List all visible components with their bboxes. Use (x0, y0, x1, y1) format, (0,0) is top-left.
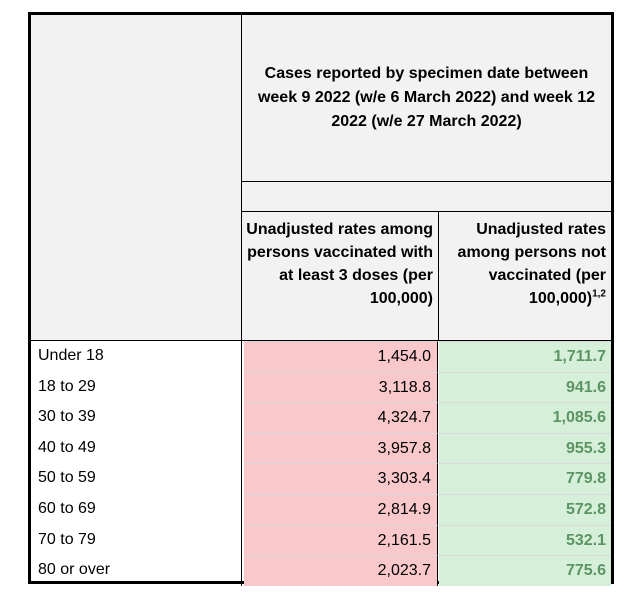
vaccinated-rate-cell: 2,161.5 (244, 524, 438, 556)
age-group-cell: 70 to 79 (31, 524, 242, 556)
column-header-not-vaccinated: Unadjusted rates among persons not vacci… (439, 212, 611, 340)
age-group-cell: 80 or over (31, 555, 242, 586)
table-title: Cases reported by specimen date between … (257, 65, 596, 130)
header-spacer-cell (242, 182, 611, 212)
vaccinated-rate-cell: 1,454.0 (244, 341, 438, 372)
rates-table: Cases reported by specimen date between … (28, 12, 614, 586)
table-row: 80 or over 2,023.7 775.6 (31, 555, 611, 586)
table-row: 50 to 59 3,303.4 779.8 (31, 463, 611, 494)
column-header-vaccinated: Unadjusted rates among persons vaccinate… (242, 212, 439, 340)
not-vaccinated-rate-cell: 532.1 (439, 524, 611, 556)
vaccinated-rate-cell: 2,023.7 (244, 555, 438, 586)
column-header-not-vaccinated-label: Unadjusted rates among persons not vacci… (457, 221, 606, 307)
age-group-cell: 50 to 59 (31, 463, 242, 494)
column-header-vaccinated-label: Unadjusted rates among persons vaccinate… (246, 221, 433, 307)
vaccinated-rate-cell: 3,303.4 (244, 463, 438, 494)
table-row: 40 to 49 3,957.8 955.3 (31, 432, 611, 464)
not-vaccinated-rate-cell: 1,711.7 (439, 341, 611, 372)
age-group-cell: Under 18 (31, 341, 242, 372)
not-vaccinated-rate-cell: 941.6 (439, 371, 611, 403)
vaccinated-rate-cell: 4,324.7 (244, 402, 438, 433)
header-empty-cell (31, 15, 242, 340)
age-group-cell: 40 to 49 (31, 432, 242, 464)
age-group-cell: 18 to 29 (31, 371, 242, 403)
table-row: 70 to 79 2,161.5 532.1 (31, 524, 611, 556)
not-vaccinated-rate-cell: 779.8 (439, 463, 611, 494)
age-group-cell: 60 to 69 (31, 494, 242, 525)
table-row: 30 to 39 4,324.7 1,085.6 (31, 402, 611, 433)
not-vaccinated-rate-cell: 572.8 (439, 494, 611, 525)
vaccinated-rate-cell: 2,814.9 (244, 494, 438, 525)
not-vaccinated-rate-cell: 775.6 (439, 555, 611, 586)
footnote-marker: 1,2 (592, 288, 606, 300)
table-row: Under 18 1,454.0 1,711.7 (31, 341, 611, 372)
not-vaccinated-rate-cell: 955.3 (439, 432, 611, 464)
vaccinated-rate-cell: 3,957.8 (244, 432, 438, 464)
table-row: 18 to 29 3,118.8 941.6 (31, 371, 611, 403)
not-vaccinated-rate-cell: 1,085.6 (439, 402, 611, 433)
table-row: 60 to 69 2,814.9 572.8 (31, 494, 611, 525)
header-title-cell: Cases reported by specimen date between … (242, 15, 611, 182)
vaccinated-rate-cell: 3,118.8 (244, 371, 438, 403)
age-group-cell: 30 to 39 (31, 402, 242, 433)
header-divider (31, 340, 611, 341)
